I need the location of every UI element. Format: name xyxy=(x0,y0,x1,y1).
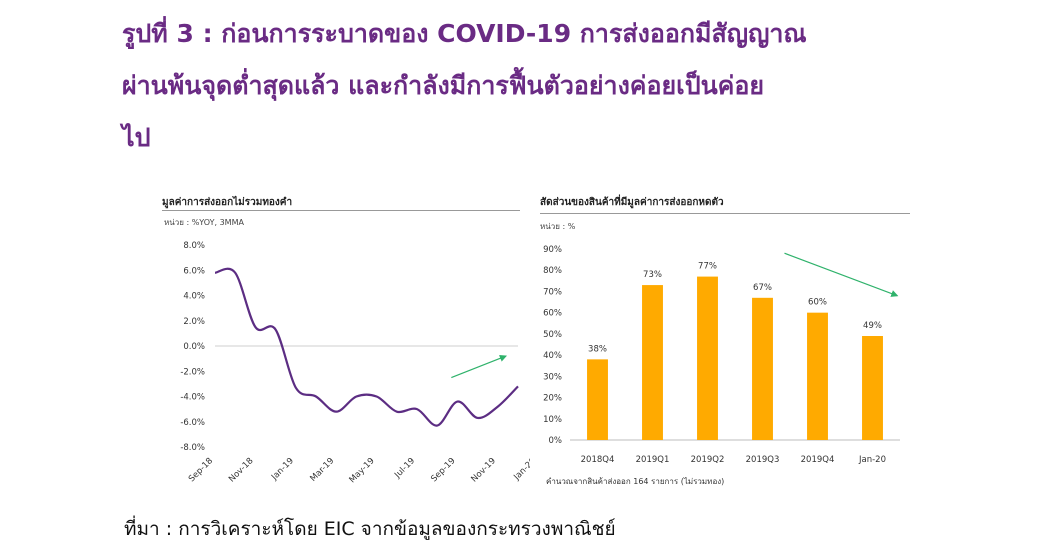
x-tick-label: Jan-19 xyxy=(269,456,296,483)
y-tick-label: 30% xyxy=(543,372,562,382)
right-chart-title: สัดส่วนของสินค้าที่มีมูลค่าการส่งออกหดตั… xyxy=(540,197,724,208)
x-tick-label: Jul-19 xyxy=(392,456,417,481)
left-chart-rule xyxy=(162,210,520,211)
y-tick-label: 2.0% xyxy=(183,317,205,327)
bar-2019Q4 xyxy=(807,312,828,440)
x-tick-label: 2019Q3 xyxy=(746,455,780,465)
y-tick-label: 6.0% xyxy=(183,266,205,276)
page-headline: รูปที่ 3 : ก่อนการระบาดของ COVID-19 การส… xyxy=(122,8,942,164)
bar-data-label: 67% xyxy=(753,283,772,293)
x-tick-label: 2018Q4 xyxy=(581,455,615,465)
y-tick-label: 60% xyxy=(543,309,562,319)
y-tick-label: -4.0% xyxy=(180,393,205,403)
x-tick-label: Sep-18 xyxy=(187,456,215,484)
x-tick-label: 2019Q2 xyxy=(691,455,725,465)
left-line-chart: 8.0% 6.0% 4.0% 2.0% 0.0% -2.0% -4.0% -6.0% -8.0%… xyxy=(180,241,530,485)
x-tick-label: 2019Q4 xyxy=(801,455,835,465)
y-tick-label: 50% xyxy=(543,330,562,340)
y-tick-label: -6.0% xyxy=(180,418,205,428)
x-tick-label: May-19 xyxy=(348,456,377,485)
trend-down-arrow xyxy=(784,252,899,297)
x-tick-label: Mar-19 xyxy=(308,456,336,484)
bar-data-label: 77% xyxy=(698,262,717,272)
y-tick-label: 90% xyxy=(543,245,562,255)
x-tick-label: Nov-19 xyxy=(469,456,497,484)
bar-data-label: 60% xyxy=(808,298,827,308)
y-tick-label: 20% xyxy=(543,394,562,404)
bar-2019Q3 xyxy=(752,297,773,440)
y-tick-label: 80% xyxy=(543,266,562,276)
y-tick-label: -8.0% xyxy=(180,443,205,453)
y-tick-label: 40% xyxy=(543,351,562,361)
y-tick-label: -2.0% xyxy=(180,367,205,377)
source-note: ที่มา : การวิเคราะห์โดย EIC จากข้อมูลของ… xyxy=(124,518,616,540)
trend-up-arrow xyxy=(451,354,507,379)
bar-2018Q4 xyxy=(587,359,608,440)
left-chart-unit: หน่วย : %YOY, 3MMA xyxy=(164,218,244,227)
headline-line-3: ไป xyxy=(122,123,151,152)
right-bar-chart: 90% 80% 70% 60% 50% 40% 30% 20% 10% 0% 38% 2018Q4 73… xyxy=(543,245,900,486)
y-tick-label: 4.0% xyxy=(183,292,205,302)
bar-data-label: 73% xyxy=(643,270,662,280)
x-tick-label: Jan-20 xyxy=(511,456,530,483)
bar-Jan-20 xyxy=(862,336,883,440)
bar-2019Q1 xyxy=(642,285,663,440)
headline-line-2: ผ่านพ้นจุดต่ำสุดแล้ว และกำลังมีการฟื้นตั… xyxy=(122,71,765,100)
y-tick-label: 0% xyxy=(549,436,563,446)
x-tick-label: Sep-19 xyxy=(429,456,457,484)
y-tick-label: 70% xyxy=(543,287,562,297)
x-tick-label: 2019Q1 xyxy=(636,455,670,465)
y-tick-label: 8.0% xyxy=(183,241,205,251)
headline-line-1: รูปที่ 3 : ก่อนการระบาดของ COVID-19 การส… xyxy=(122,19,807,48)
y-tick-label: 0.0% xyxy=(183,342,205,352)
bar-data-label: 49% xyxy=(863,321,882,331)
x-tick-label: Jan-20 xyxy=(858,455,886,465)
bar-data-label: 38% xyxy=(588,344,607,354)
x-tick-label: Nov-18 xyxy=(227,456,255,484)
bar-chart-note: คำนวณจากสินค้าส่งออก 164 รายการ (ไม่รวมท… xyxy=(546,477,724,486)
export-growth-line xyxy=(214,267,519,427)
left-chart-title: มูลค่าการส่งออกไม่รวมทองคำ xyxy=(162,197,293,208)
right-chart-unit: หน่วย : % xyxy=(540,222,576,231)
bar-2019Q2 xyxy=(697,276,718,440)
right-chart-rule xyxy=(540,213,910,214)
y-tick-label: 10% xyxy=(543,415,562,425)
